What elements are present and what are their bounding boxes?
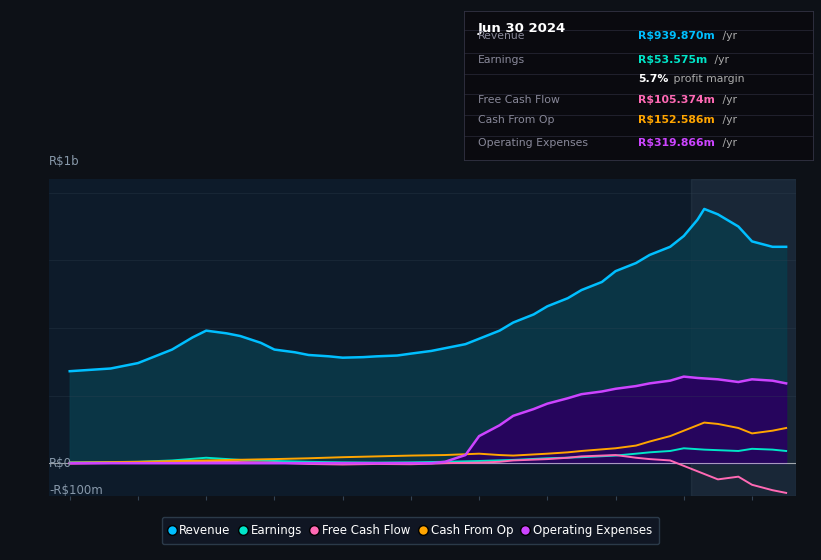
Text: /yr: /yr: [710, 55, 728, 64]
Text: Free Cash Flow: Free Cash Flow: [478, 95, 560, 105]
Text: Operating Expenses: Operating Expenses: [478, 138, 588, 148]
Text: /yr: /yr: [718, 115, 736, 125]
Text: /yr: /yr: [718, 138, 736, 148]
Legend: Revenue, Earnings, Free Cash Flow, Cash From Op, Operating Expenses: Revenue, Earnings, Free Cash Flow, Cash …: [162, 517, 659, 544]
Text: R$939.870m: R$939.870m: [639, 31, 715, 41]
Text: R$152.586m: R$152.586m: [639, 115, 715, 125]
Text: Jun 30 2024: Jun 30 2024: [478, 22, 566, 35]
Text: profit margin: profit margin: [671, 74, 745, 84]
Text: R$0: R$0: [49, 456, 72, 470]
Text: Earnings: Earnings: [478, 55, 525, 64]
Text: /yr: /yr: [718, 95, 736, 105]
Text: R$105.374m: R$105.374m: [639, 95, 715, 105]
Text: 5.7%: 5.7%: [639, 74, 668, 84]
Text: /yr: /yr: [718, 31, 736, 41]
Text: -R$100m: -R$100m: [49, 484, 103, 497]
Bar: [690, 179, 796, 496]
Text: R$53.575m: R$53.575m: [639, 55, 708, 64]
Text: R$319.866m: R$319.866m: [639, 138, 715, 148]
Text: Cash From Op: Cash From Op: [478, 115, 554, 125]
Text: R$1b: R$1b: [49, 155, 80, 168]
Text: Revenue: Revenue: [478, 31, 525, 41]
